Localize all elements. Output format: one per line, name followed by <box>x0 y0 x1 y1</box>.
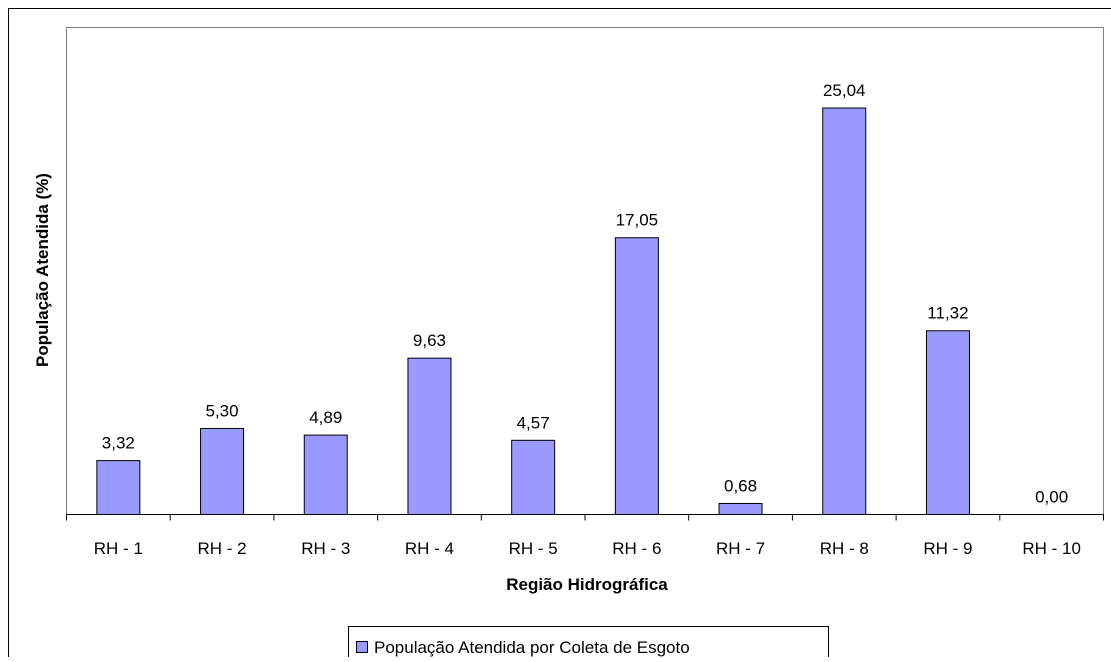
x-tick-label: RH - 6 <box>612 539 661 558</box>
y-axis-label: População Atendida (%) <box>33 173 52 367</box>
data-label: 0,00 <box>1035 488 1068 507</box>
data-label: 3,32 <box>102 434 135 453</box>
bar <box>512 440 555 514</box>
data-label: 9,63 <box>413 331 446 350</box>
legend-swatch <box>357 642 368 653</box>
bar <box>823 108 866 514</box>
x-axis-label: Região Hidrográfica <box>506 575 668 594</box>
bar <box>201 428 244 514</box>
bar <box>97 461 140 515</box>
bar <box>926 331 969 515</box>
legend-label: População Atendida por Coleta de Esgoto <box>374 638 690 657</box>
x-tick-label: RH - 4 <box>405 539 454 558</box>
x-tick-label: RH - 9 <box>923 539 972 558</box>
x-tick-label: RH - 1 <box>94 539 143 558</box>
x-tick-label: RH - 8 <box>820 539 869 558</box>
x-tick-label: RH - 10 <box>1022 539 1081 558</box>
bar <box>304 435 347 514</box>
data-label: 4,89 <box>309 408 342 427</box>
data-label: 25,04 <box>823 81 866 100</box>
x-tick-label: RH - 5 <box>509 539 558 558</box>
data-label: 0,68 <box>724 476 757 495</box>
bar <box>408 358 451 514</box>
x-tick-label: RH - 2 <box>197 539 246 558</box>
x-tick-label: RH - 7 <box>716 539 765 558</box>
x-tick-label: RH - 3 <box>301 539 350 558</box>
data-label: 17,05 <box>616 211 659 230</box>
bar <box>615 238 658 515</box>
data-label: 11,32 <box>927 304 968 323</box>
data-label: 4,57 <box>517 413 550 432</box>
bar <box>719 503 762 514</box>
data-label: 5,30 <box>206 401 239 420</box>
